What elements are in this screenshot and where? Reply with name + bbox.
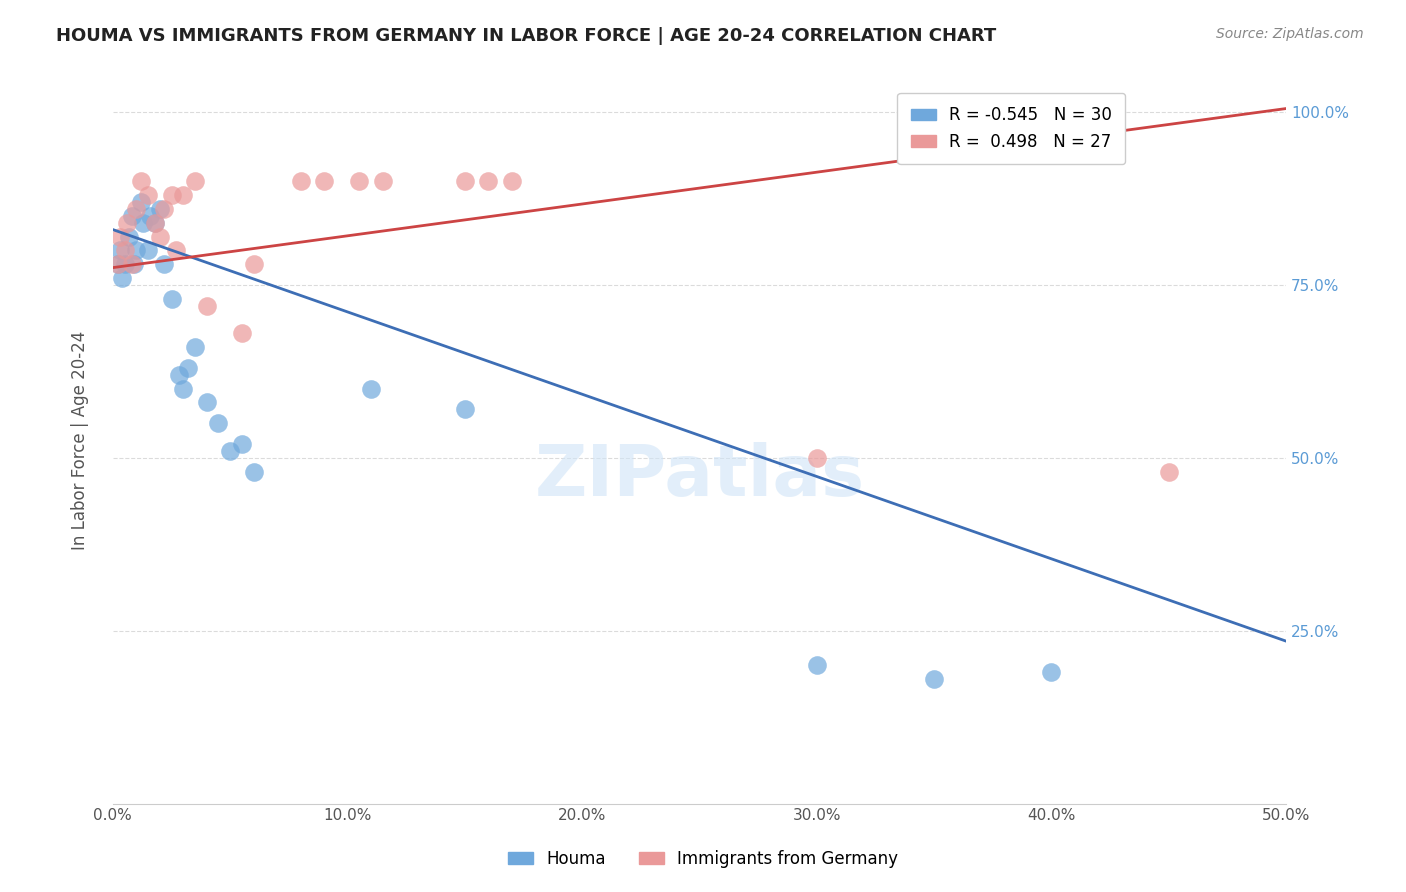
Point [129,174,152,188]
Point [143,216,166,230]
Point [143,216,166,230]
Legend: Houma, Immigrants from Germany: Houma, Immigrants from Germany [501,844,905,875]
Point [125,244,148,258]
Point [195,395,218,409]
Point [195,299,218,313]
Point [172,382,194,396]
Point [231,326,253,341]
Point [107,257,129,271]
Point [172,188,194,202]
Point [114,244,136,258]
Point [111,271,134,285]
Point [153,257,176,271]
Point [454,174,477,188]
Point [184,174,207,188]
Point [122,257,145,271]
Point [806,658,828,673]
Legend: R = -0.545   N = 30, R =  0.498   N = 27: R = -0.545 N = 30, R = 0.498 N = 27 [897,93,1125,164]
Point [160,188,183,202]
Point [231,437,253,451]
Point [454,402,477,417]
Point [184,340,207,354]
Point [149,229,172,244]
Point [132,216,155,230]
Point [242,465,264,479]
Point [139,209,162,223]
Point [312,174,335,188]
Point [136,188,159,202]
Point [207,416,229,430]
Point [477,174,499,188]
Point [108,229,131,244]
Point [118,229,141,244]
Point [129,194,152,209]
Point [177,360,200,375]
Point [149,202,172,216]
Point [501,174,523,188]
Text: ZIPatlas: ZIPatlas [534,442,865,511]
Point [347,174,370,188]
Text: HOUMA VS IMMIGRANTS FROM GERMANY IN LABOR FORCE | AGE 20-24 CORRELATION CHART: HOUMA VS IMMIGRANTS FROM GERMANY IN LABO… [56,27,997,45]
Point [1157,465,1180,479]
Point [125,202,148,216]
Point [160,292,183,306]
Point [136,244,159,258]
Point [371,174,394,188]
Text: Source: ZipAtlas.com: Source: ZipAtlas.com [1216,27,1364,41]
Point [806,450,828,465]
Point [360,382,382,396]
Point [167,368,190,382]
Point [115,216,138,230]
Point [922,672,945,686]
Point [242,257,264,271]
Point [219,443,242,458]
Point [121,257,143,271]
Point [121,209,143,223]
Y-axis label: In Labor Force | Age 20-24: In Labor Force | Age 20-24 [72,331,89,550]
Point [290,174,312,188]
Point [165,244,187,258]
Point [114,257,136,271]
Point [107,257,129,271]
Point [1040,665,1063,680]
Point [108,244,131,258]
Point [153,202,176,216]
